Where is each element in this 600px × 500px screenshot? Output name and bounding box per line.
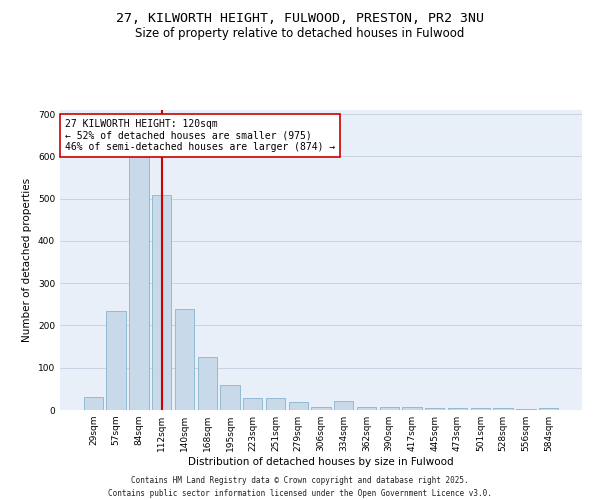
Text: 27, KILWORTH HEIGHT, FULWOOD, PRESTON, PR2 3NU: 27, KILWORTH HEIGHT, FULWOOD, PRESTON, P… [116,12,484,26]
Bar [266,398,285,410]
X-axis label: Distribution of detached houses by size in Fulwood: Distribution of detached houses by size … [188,457,454,467]
Bar [539,408,558,410]
Bar [197,357,217,410]
Text: 27 KILWORTH HEIGHT: 120sqm
← 52% of detached houses are smaller (975)
46% of sem: 27 KILWORTH HEIGHT: 120sqm ← 52% of deta… [65,119,335,152]
Bar [289,402,308,410]
Bar [84,398,103,410]
Bar [220,384,239,410]
Bar [448,408,467,410]
Text: Size of property relative to detached houses in Fulwood: Size of property relative to detached ho… [136,28,464,40]
Bar [470,408,490,410]
Bar [175,308,194,410]
Bar [516,408,536,410]
Y-axis label: Number of detached properties: Number of detached properties [22,178,32,342]
Bar [152,194,172,410]
Bar [425,408,445,410]
Bar [493,408,513,410]
Bar [311,406,331,410]
Bar [380,408,399,410]
Bar [334,400,353,410]
Text: Contains HM Land Registry data © Crown copyright and database right 2025.
Contai: Contains HM Land Registry data © Crown c… [108,476,492,498]
Bar [243,398,262,410]
Bar [357,406,376,410]
Bar [106,310,126,410]
Bar [403,408,422,410]
Bar [129,144,149,410]
